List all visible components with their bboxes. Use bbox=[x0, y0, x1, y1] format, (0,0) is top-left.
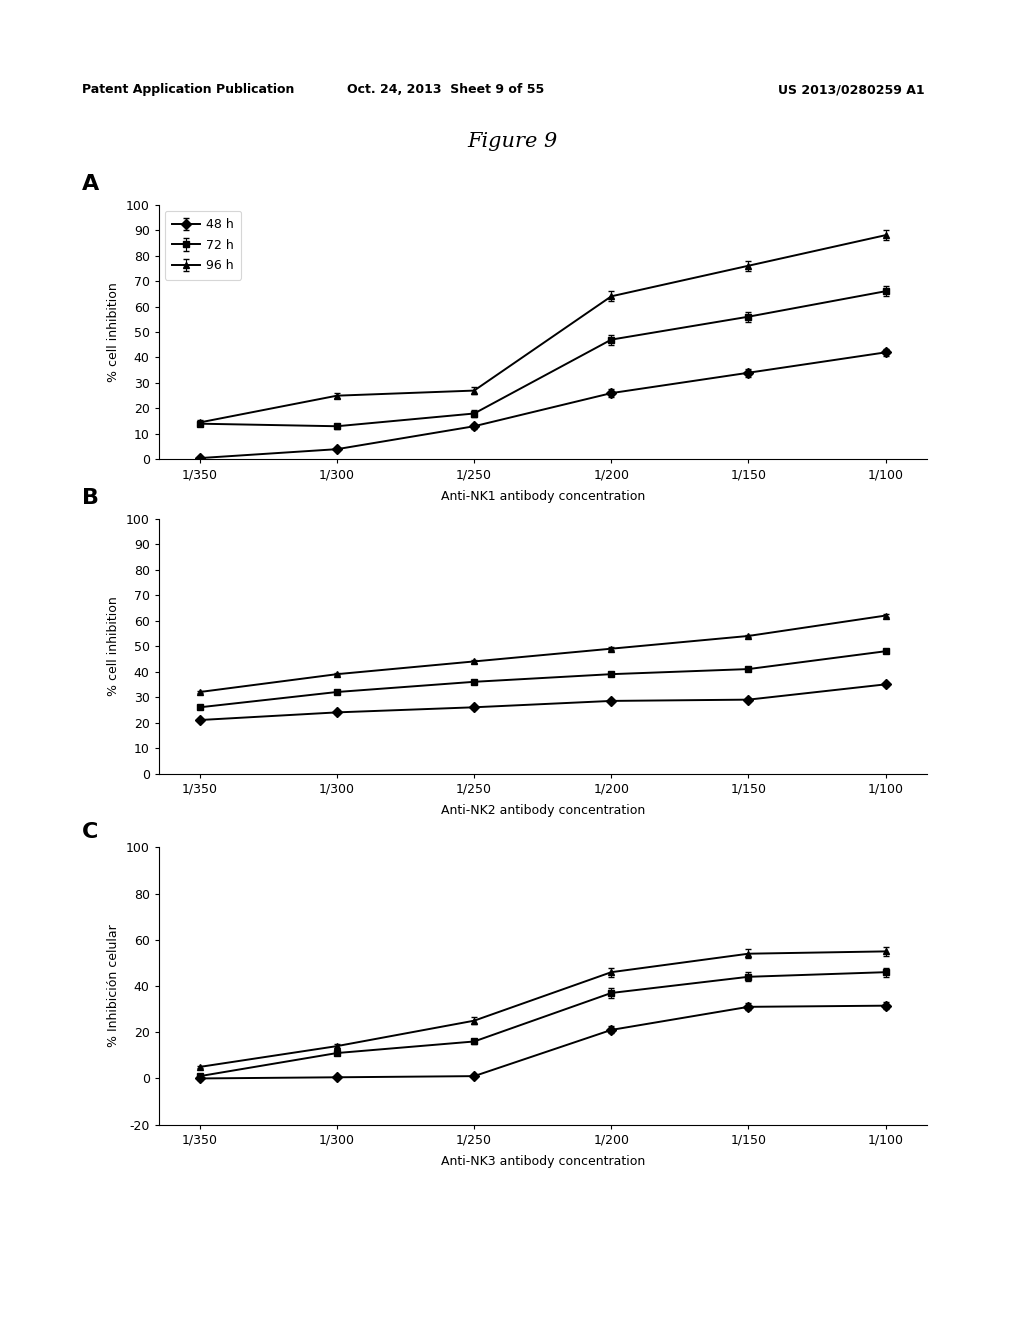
Text: C: C bbox=[82, 822, 98, 842]
Text: US 2013/0280259 A1: US 2013/0280259 A1 bbox=[778, 83, 925, 96]
Y-axis label: % cell inhibition: % cell inhibition bbox=[108, 282, 120, 381]
Text: Patent Application Publication: Patent Application Publication bbox=[82, 83, 294, 96]
Legend: 48 h, 72 h, 96 h: 48 h, 72 h, 96 h bbox=[165, 211, 242, 280]
Text: Figure 9: Figure 9 bbox=[467, 132, 557, 150]
X-axis label: Anti-NK2 antibody concentration: Anti-NK2 antibody concentration bbox=[440, 804, 645, 817]
Y-axis label: % cell inhibition: % cell inhibition bbox=[108, 597, 120, 696]
Y-axis label: % Inhibición celular: % Inhibición celular bbox=[108, 925, 120, 1047]
X-axis label: Anti-NK3 antibody concentration: Anti-NK3 antibody concentration bbox=[440, 1155, 645, 1168]
X-axis label: Anti-NK1 antibody concentration: Anti-NK1 antibody concentration bbox=[440, 490, 645, 503]
Text: A: A bbox=[82, 174, 99, 194]
Text: Oct. 24, 2013  Sheet 9 of 55: Oct. 24, 2013 Sheet 9 of 55 bbox=[347, 83, 544, 96]
Text: B: B bbox=[82, 488, 99, 508]
